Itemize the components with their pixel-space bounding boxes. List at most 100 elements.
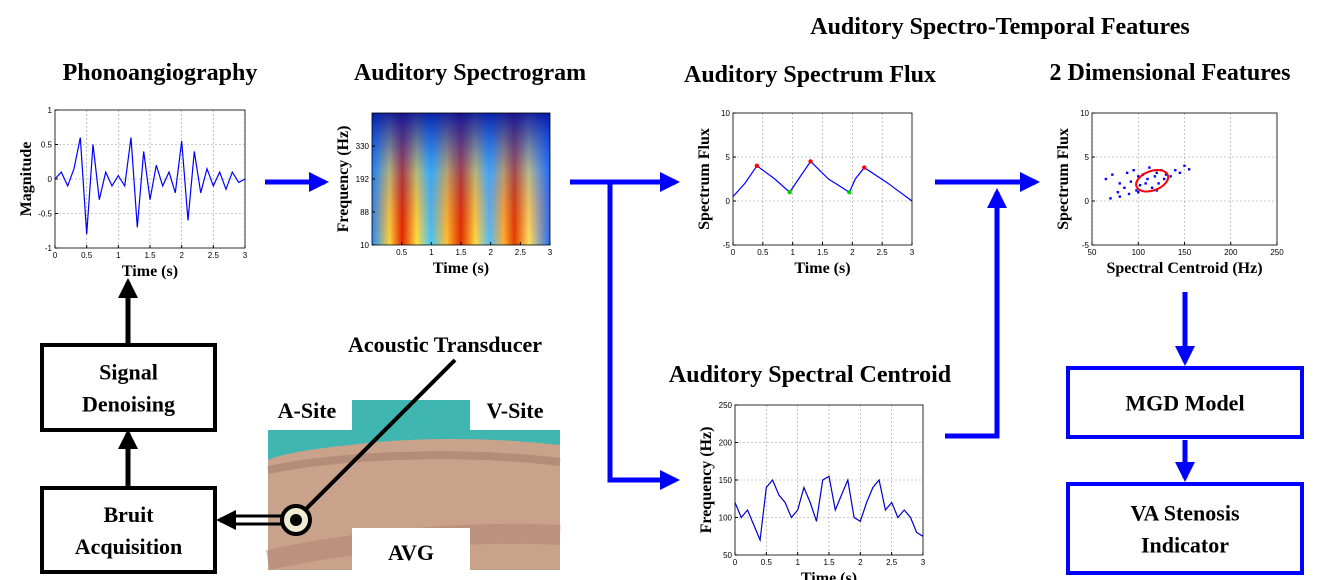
- process-box: [40, 343, 217, 432]
- point: [1153, 175, 1157, 178]
- header: Auditory Spectro-Temporal Features: [810, 14, 1190, 40]
- y-axis-label: Frequency (Hz): [698, 427, 715, 534]
- x-tick-label: 200: [1224, 248, 1238, 257]
- y-tick-label: -1: [45, 244, 53, 253]
- x-tick-label: 2: [850, 248, 855, 257]
- x-tick-label: 1.5: [823, 558, 835, 567]
- x-tick-label: 0.5: [81, 251, 93, 260]
- point: [1157, 182, 1160, 185]
- point: [1127, 192, 1131, 196]
- point: [787, 190, 792, 195]
- x-tick-label: 1: [790, 248, 795, 257]
- panel-title: Auditory Spectrogram: [354, 60, 586, 86]
- point: [1137, 175, 1140, 178]
- x-tick-label: 3: [243, 251, 248, 260]
- y-tick-label: 192: [356, 175, 370, 184]
- point: [754, 163, 760, 168]
- y-tick-label: 50: [723, 551, 732, 560]
- transducer-label: Acoustic Transducer: [348, 332, 542, 357]
- point: [1155, 189, 1158, 192]
- x-tick-label: 2: [488, 248, 493, 257]
- x-tick-label: 1.5: [817, 248, 829, 257]
- x-tick-label: 2.5: [515, 248, 527, 257]
- point: [1183, 164, 1186, 167]
- x-tick-label: 3: [910, 248, 915, 257]
- y-tick-label: 5: [726, 153, 731, 162]
- y-tick-label: 100: [719, 514, 733, 523]
- process-box: [1066, 366, 1304, 439]
- x-tick-label: 150: [1178, 248, 1192, 257]
- box-label: VA Stenosis: [1130, 501, 1239, 526]
- y-tick-label: 0: [1085, 197, 1090, 206]
- box-label: Signal: [99, 360, 158, 385]
- y-tick-label: 0: [726, 197, 731, 206]
- x-tick-label: 0: [53, 251, 58, 260]
- line: [734, 475, 924, 543]
- point: [1137, 191, 1140, 194]
- x-axis-label: Time (s): [433, 260, 489, 277]
- y-tick-label: -0.5: [38, 210, 52, 219]
- point: [1111, 173, 1114, 176]
- process-box: [1066, 482, 1304, 575]
- pointer: [300, 358, 457, 515]
- plot-frame: [1091, 112, 1278, 246]
- box-label: Acquisition: [75, 534, 183, 559]
- y-tick-label: 10: [721, 109, 730, 118]
- x-tick-label: 3: [548, 248, 553, 257]
- x-tick-label: 1.5: [144, 251, 156, 260]
- point: [1174, 169, 1177, 172]
- y-tick-label: 330: [356, 142, 370, 151]
- point: [1118, 195, 1121, 198]
- x-tick-label: 50: [1088, 248, 1097, 257]
- v-site-label: V-Site: [486, 398, 543, 423]
- x-tick-label: 1: [429, 248, 434, 257]
- x-tick-label: 0.5: [757, 248, 769, 257]
- x-tick-label: 2.5: [877, 248, 889, 257]
- y-tick-label: 0: [48, 175, 53, 184]
- y-tick-label: 0.5: [41, 141, 53, 150]
- panel-title: 2 Dimensional Features: [1050, 60, 1291, 86]
- x-tick-label: 100: [1132, 248, 1146, 257]
- x-tick-label: 2: [858, 558, 863, 567]
- plot-frame: [732, 112, 913, 246]
- x-tick-label: 0: [731, 248, 736, 257]
- panel-title: Phonoangiography: [63, 60, 258, 86]
- point: [1155, 171, 1158, 175]
- y-tick-label: 10: [1080, 109, 1089, 118]
- point: [1132, 169, 1135, 172]
- y-tick-label: -5: [1082, 241, 1090, 250]
- point: [862, 165, 867, 170]
- y-tick-label: 250: [719, 401, 733, 410]
- point: [1125, 171, 1129, 175]
- point: [1129, 180, 1133, 183]
- y-axis-label: Spectrum Flux: [1055, 128, 1072, 230]
- point: [1118, 182, 1121, 185]
- avg-label: AVG: [388, 540, 434, 565]
- plot-frame: [734, 404, 924, 556]
- y-axis-label: Spectrum Flux: [696, 128, 713, 230]
- x-axis-label: Spectral Centroid (Hz): [1106, 260, 1262, 277]
- a-site-label: A-Site: [278, 398, 337, 423]
- point: [1187, 168, 1191, 171]
- y-tick-label: 10: [360, 241, 369, 250]
- transducer-core: [290, 514, 302, 526]
- point: [1135, 189, 1138, 192]
- point: [1148, 166, 1151, 169]
- spectrogram-shade: [372, 113, 550, 245]
- point: [1162, 177, 1166, 181]
- point: [1150, 186, 1154, 189]
- panel-title: Auditory Spectrum Flux: [684, 62, 936, 88]
- photo: [265, 400, 561, 570]
- point: [1178, 171, 1182, 175]
- panel-title: Auditory Spectral Centroid: [669, 362, 952, 388]
- point: [808, 159, 813, 164]
- plot-frame: [371, 112, 551, 246]
- y-tick-label: 150: [719, 476, 733, 485]
- point: [1169, 175, 1172, 178]
- x-tick-label: 0: [733, 558, 738, 567]
- box-label: MGD Model: [1125, 391, 1244, 416]
- x-tick-label: 0.5: [761, 558, 773, 567]
- y-axis-label: Magnitude: [18, 142, 35, 217]
- x-tick-label: 0.5: [396, 248, 408, 257]
- y-tick-label: 200: [719, 439, 733, 448]
